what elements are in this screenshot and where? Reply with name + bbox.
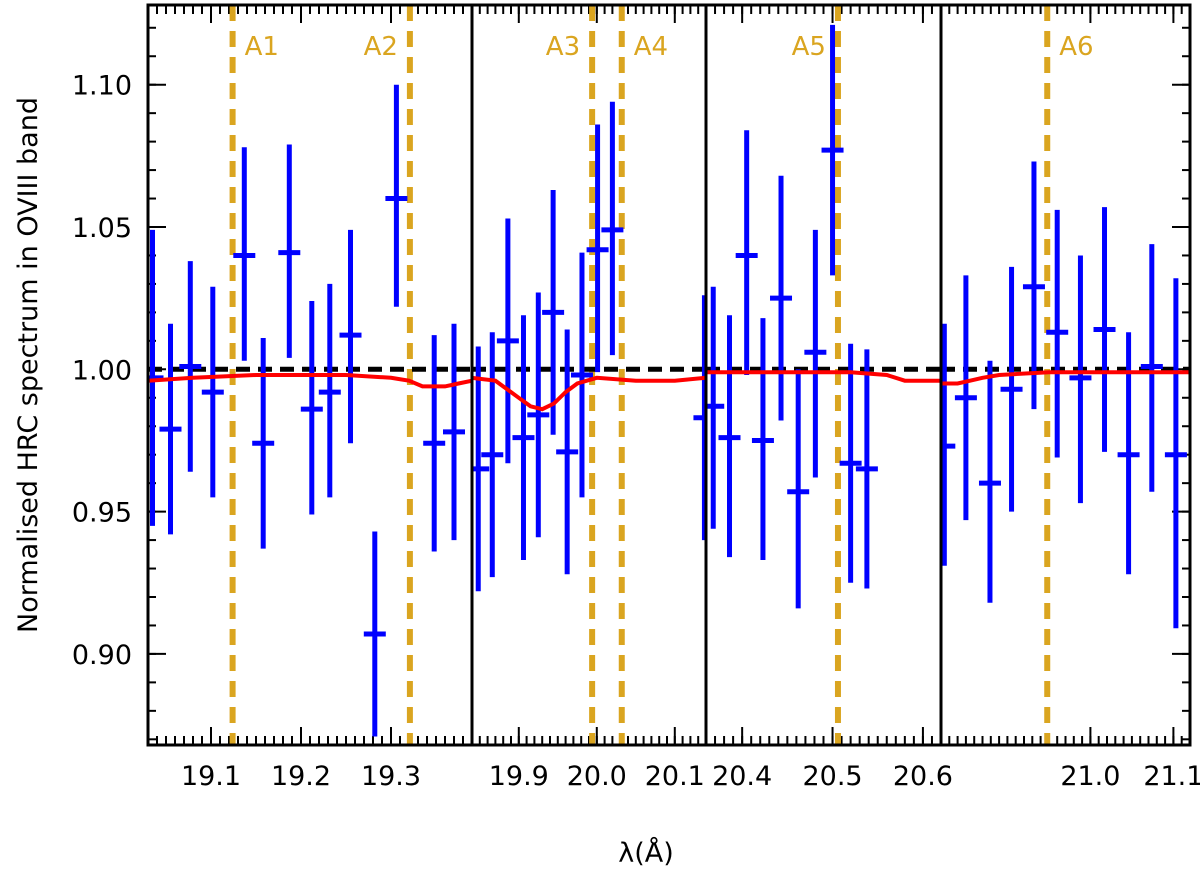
x-tick-label: 20.1 — [645, 761, 705, 792]
x-tick-label: 20.4 — [712, 761, 772, 792]
x-tick-label: 21.1 — [1143, 761, 1200, 792]
model-curve — [941, 370, 1190, 386]
model-curve — [472, 375, 706, 412]
model-curve — [706, 370, 941, 383]
panel: 19.1 19.2 19.3 A1 A2 — [146, 3, 474, 792]
panel-plot-area — [472, 5, 706, 745]
panel-plot-area — [941, 5, 1190, 745]
absorption-label: A6 — [1059, 32, 1093, 62]
model-curve — [148, 373, 472, 389]
x-tick-label: 20.0 — [567, 761, 627, 792]
x-tick-label: 19.2 — [271, 761, 331, 792]
panel-frame — [704, 3, 943, 747]
panel: 21.0 21.1 A6 — [939, 3, 1200, 792]
absorption-label: A1 — [245, 32, 279, 62]
panel: 20.4 20.5 20.6 A5 — [704, 3, 953, 792]
absorption-label: A4 — [634, 32, 668, 62]
panel-frame — [939, 3, 1192, 747]
x-tick-label: 20.6 — [893, 761, 953, 792]
y-tick-label: 0.95 — [72, 498, 132, 529]
y-tick-label: 1.00 — [72, 355, 132, 386]
x-tick-label: 21.0 — [1060, 761, 1120, 792]
panel: 19.9 20.0 20.1 A3 A4 — [470, 3, 708, 792]
y-tick-label: 0.90 — [72, 640, 132, 671]
absorption-label: A5 — [792, 32, 826, 62]
x-axis-title: λ(Å) — [618, 837, 674, 869]
y-tick-label: 1.10 — [72, 71, 132, 102]
x-tick-label: 19.1 — [181, 761, 241, 792]
absorption-label: A2 — [364, 32, 398, 62]
x-tick-label: 20.5 — [802, 761, 862, 792]
x-tick-label: 19.9 — [489, 761, 549, 792]
absorption-label: A3 — [546, 32, 580, 62]
y-axis-title: Normalised HRC spectrum in OVIII band — [13, 97, 44, 633]
x-tick-label: 19.3 — [361, 761, 421, 792]
panels-layer: 0.90 0.95 1.00 1.05 1.10 19.1 19.2 19.3 A1 A2 19.9… — [72, 3, 1200, 792]
y-tick-label: 1.05 — [72, 213, 132, 244]
panel-plot-area — [706, 5, 941, 745]
panel-plot-area — [148, 5, 472, 745]
